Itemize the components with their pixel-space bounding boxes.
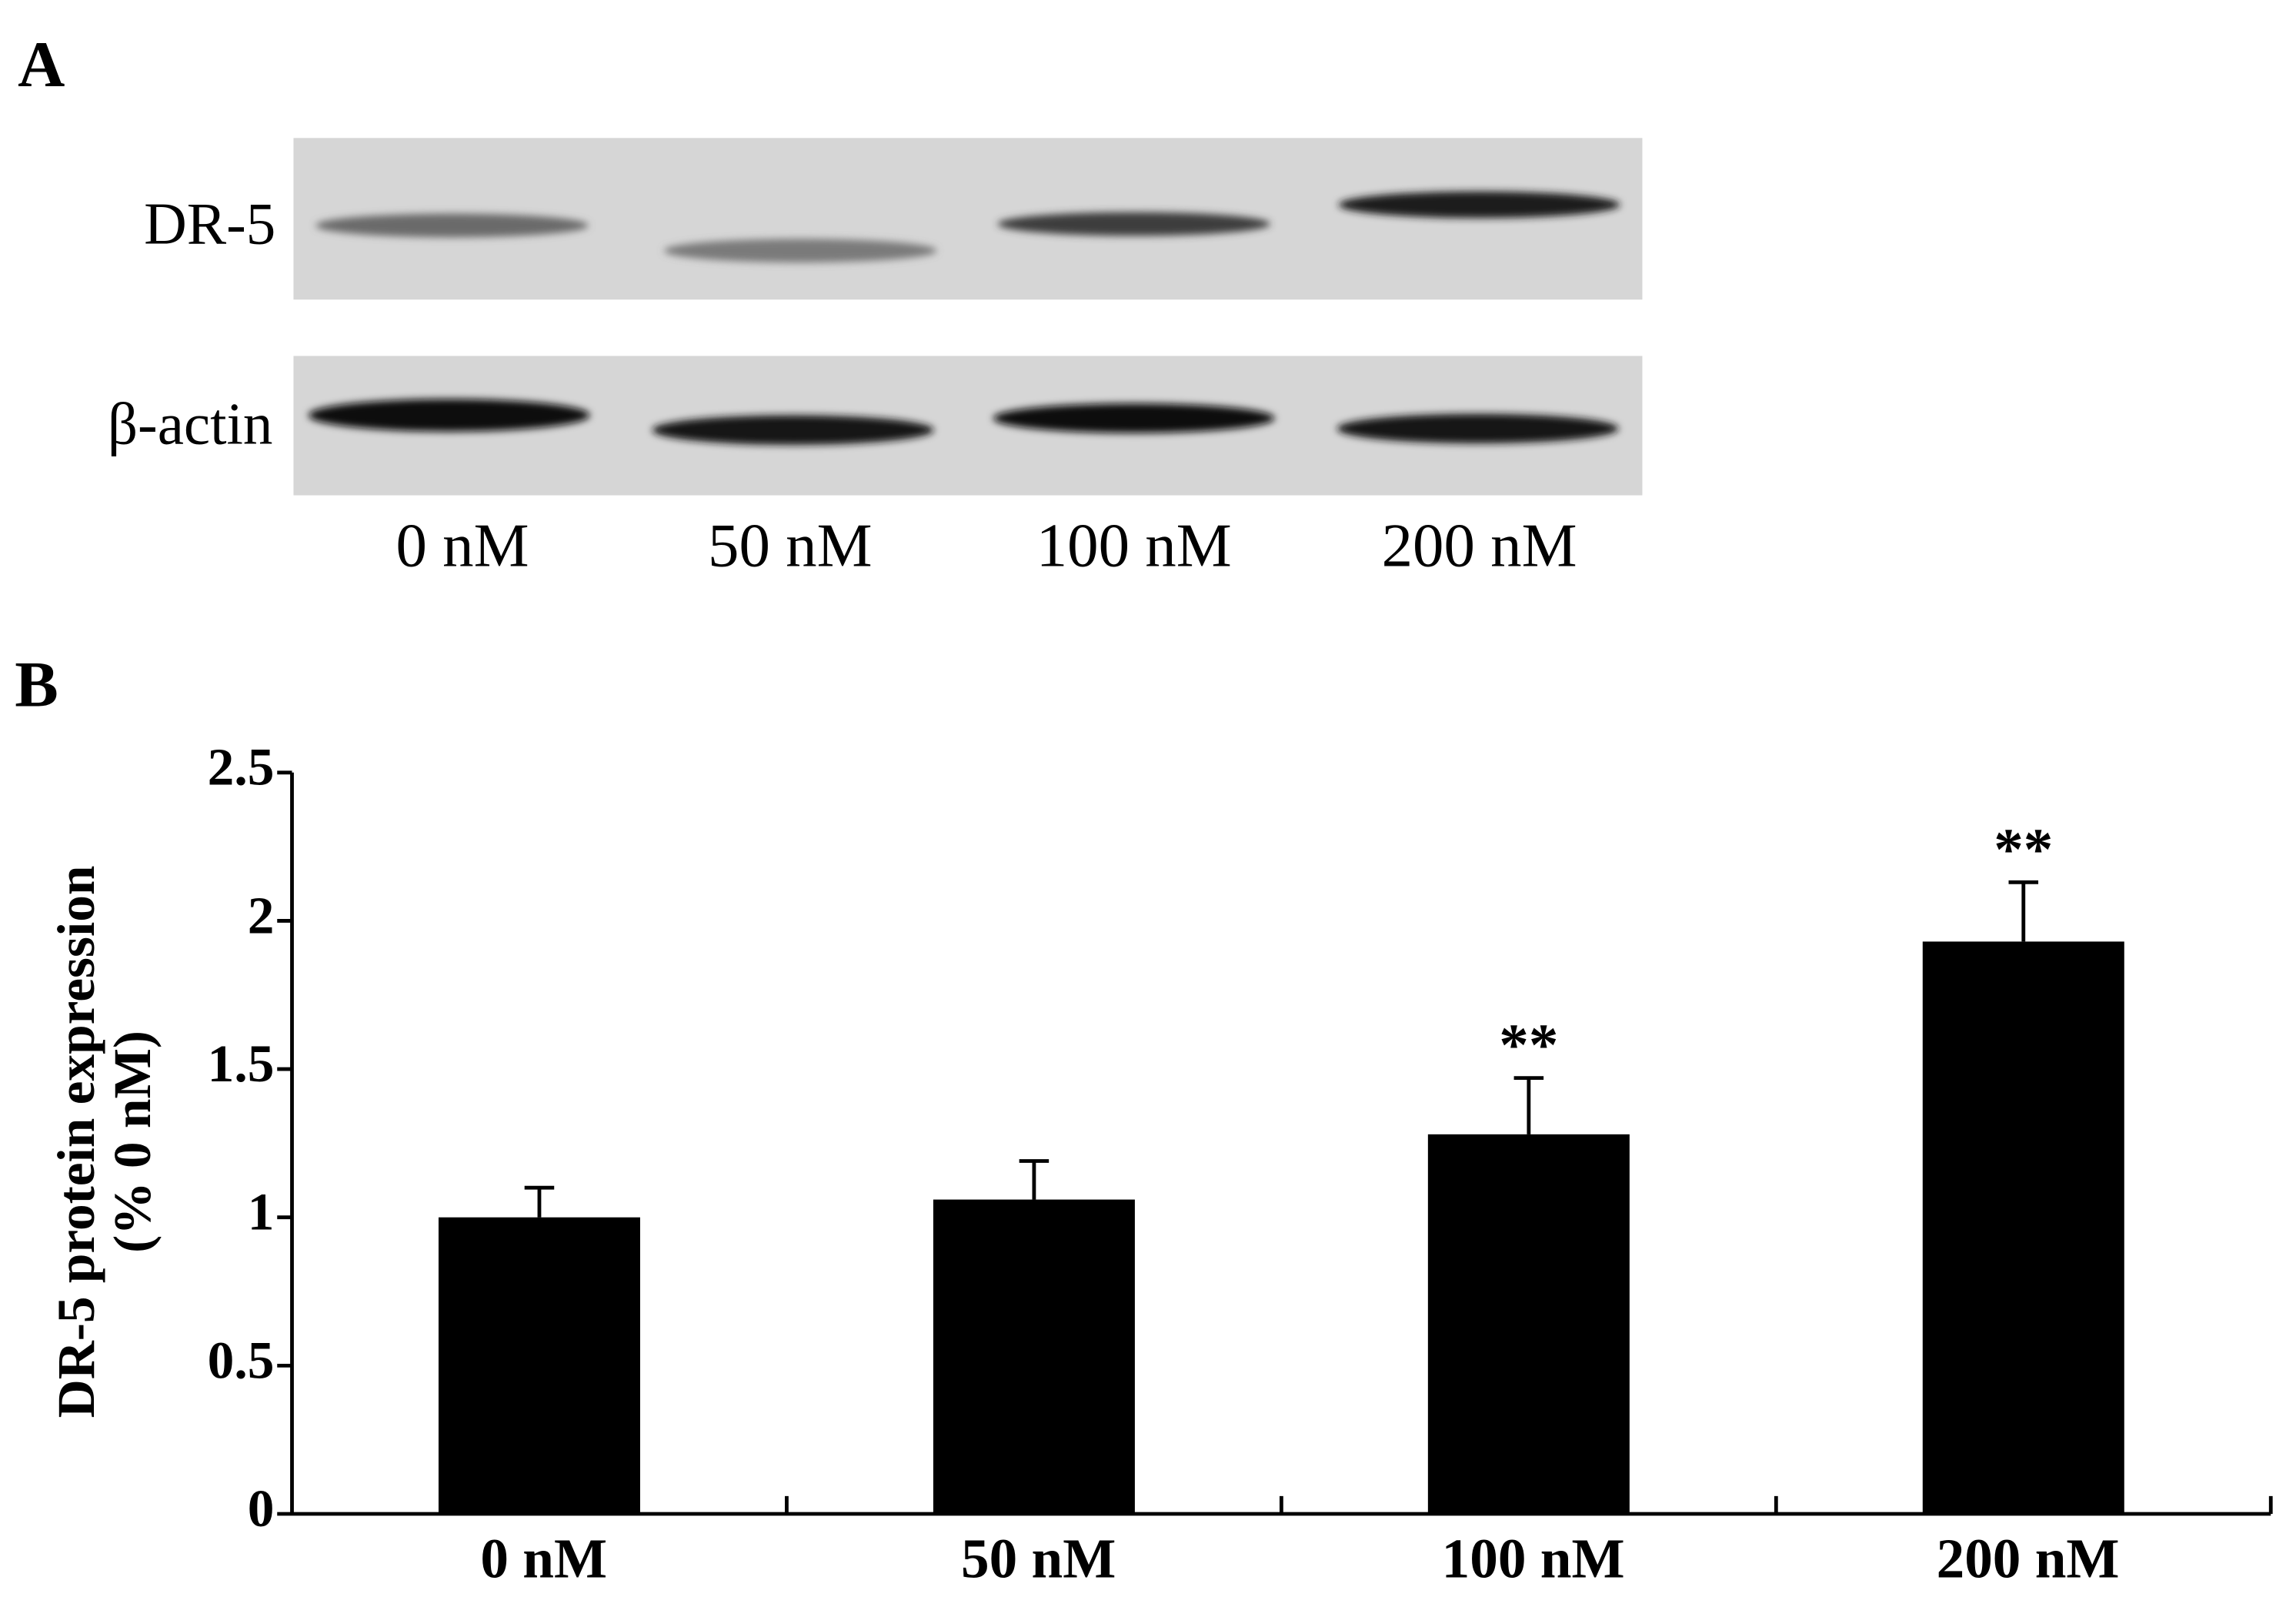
error-bar [1019,1159,1050,1200]
x-tick-label: 50 nM [961,1527,1116,1589]
y-axis-label: DR-5 protein expression [47,866,106,1418]
y-tick-label: 0 [248,1479,275,1539]
bar [1427,1134,1630,1514]
x-tick-label: 200 nM [1937,1527,2120,1589]
x-tick-label: 100 nM [1442,1527,1625,1589]
bar [933,1199,1135,1514]
row-label: β-actin [108,390,273,456]
lane-label: 0 nM [396,511,529,580]
lane-label: 50 nM [708,511,872,580]
lane-label: 100 nM [1036,511,1232,580]
y-tick-label: 1.5 [208,1034,275,1094]
blot-actin [293,356,1643,496]
error-bar [1513,1076,1544,1134]
significance: ** [1499,1012,1558,1078]
y-axis-label: (% 0 nM) [103,1031,162,1253]
error-bar [2008,880,2039,942]
y-tick-label: 1 [248,1183,275,1242]
y-tick-label: 0.5 [208,1331,275,1390]
y-tick-label: 2 [248,886,275,945]
lane-label: 200 nM [1382,511,1577,580]
blot-dr5 [293,138,1643,300]
bar [438,1217,640,1514]
row-label: DR-5 [144,190,275,256]
significance: ** [1994,816,2053,882]
x-tick-label: 0 nM [480,1527,607,1589]
bar [1922,941,2124,1514]
panel-label: A [18,28,65,101]
panel-label: B [15,648,58,720]
error-bar [524,1185,555,1218]
y-tick-label: 2.5 [208,738,275,797]
